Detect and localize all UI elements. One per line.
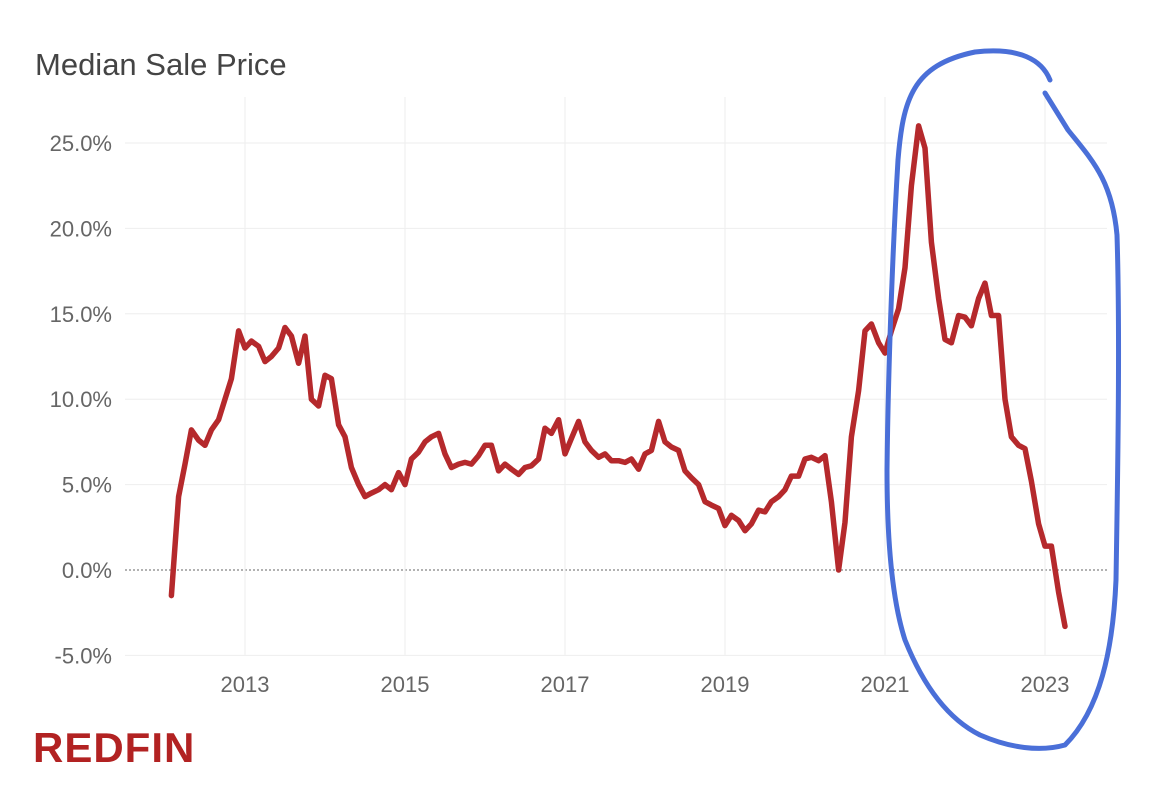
x-tick-label: 2015 [381, 672, 430, 697]
x-tick-label: 2019 [701, 672, 750, 697]
hand-drawn-circle-annotation [884, 48, 1122, 751]
y-tick-label: 25.0% [50, 131, 112, 156]
y-tick-label: 5.0% [62, 473, 112, 498]
y-tick-label: 0.0% [62, 558, 112, 583]
x-axis-ticks: 2013 2015 2017 2019 2021 2023 [221, 672, 1070, 697]
y-tick-label: 20.0% [50, 216, 112, 241]
series-line [168, 123, 1068, 630]
chart-title: Median Sale Price [35, 47, 287, 82]
x-tick-label: 2023 [1021, 672, 1070, 697]
y-tick-label: 15.0% [50, 302, 112, 327]
y-tick-label: -5.0% [55, 643, 112, 668]
x-tick-label: 2017 [541, 672, 590, 697]
y-axis-ticks: 25.0% 20.0% 15.0% 10.0% 5.0% 0.0% -5.0% [50, 131, 112, 668]
x-tick-label: 2013 [221, 672, 270, 697]
redfin-logo: REDFIN [33, 724, 195, 771]
y-tick-label: 10.0% [50, 387, 112, 412]
gridlines [125, 97, 1107, 656]
x-tick-label: 2021 [861, 672, 910, 697]
